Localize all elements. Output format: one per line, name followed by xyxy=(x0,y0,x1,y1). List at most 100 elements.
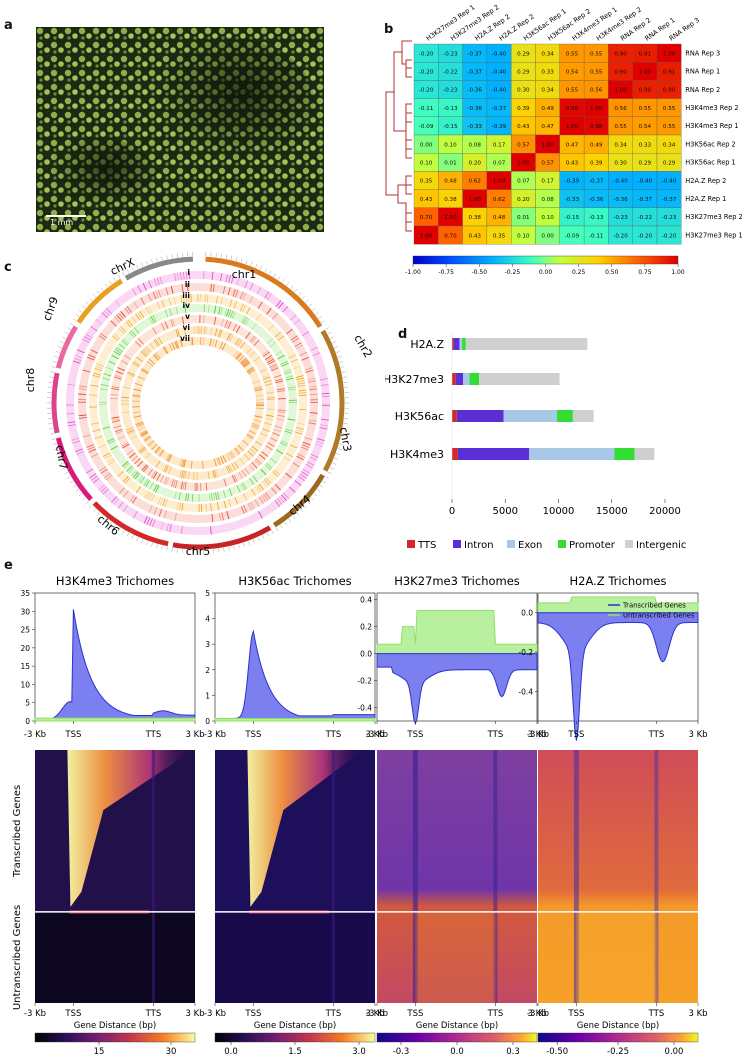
y-tick-label: 5 xyxy=(25,699,30,708)
colorbar-tick: 0.75 xyxy=(638,269,652,276)
correlation-value: -0.11 xyxy=(589,233,604,239)
stacked-bar-segment xyxy=(462,338,466,350)
category-label: H3K56ac xyxy=(395,410,444,423)
colorbar-tick: -0.25 xyxy=(505,269,521,276)
category-label: H3K4me3 xyxy=(390,448,444,461)
heatmap-xlabel: Gene Distance (bp) xyxy=(74,1021,156,1031)
y-tick-label: 0.2 xyxy=(360,623,372,632)
correlation-value: 0.08 xyxy=(541,197,554,203)
correlation-value: -0.23 xyxy=(613,215,628,221)
chromosome-label: chr1 xyxy=(232,268,257,281)
profile-title: H3K4me3 Trichomes xyxy=(56,574,174,588)
correlation-value: 0.90 xyxy=(614,51,627,57)
colorbar-tick: 0.0 xyxy=(450,1047,464,1057)
heatmap-x-tick: 3 Kb xyxy=(185,1009,204,1019)
correlation-value: -0.39 xyxy=(565,179,580,185)
correlation-value: -0.20 xyxy=(613,233,628,239)
correlation-value: -0.20 xyxy=(419,51,434,57)
heatmap-x-tick: TSS xyxy=(244,1009,261,1019)
correlation-value: 0.17 xyxy=(493,142,506,148)
chromosome-label: chr2 xyxy=(351,332,375,360)
y-tick-label: 0 xyxy=(25,717,30,726)
legend-label: Untranscribed Genes xyxy=(623,612,695,620)
heatmap xyxy=(538,750,698,1003)
correlation-value: 0.43 xyxy=(566,161,579,167)
untranscribed-profile xyxy=(214,717,376,722)
correlation-value: 0.55 xyxy=(566,88,579,94)
correlation-value: -0.36 xyxy=(468,106,483,112)
correlation-value: 0.29 xyxy=(517,70,530,76)
correlation-value: -0.33 xyxy=(565,197,580,203)
correlation-value: -0.11 xyxy=(419,106,434,112)
legend-label: TTS xyxy=(417,540,436,551)
correlation-value: 1.00 xyxy=(566,124,579,130)
correlation-value: 0.70 xyxy=(420,215,433,221)
heatmap-untranscribed xyxy=(215,911,375,1003)
chromosome-label: chr3 xyxy=(337,426,354,452)
correlation-value: -0.40 xyxy=(492,70,507,76)
dendrogram xyxy=(385,40,412,232)
correlation-value: -0.23 xyxy=(443,88,458,94)
correlation-value: 0.55 xyxy=(663,124,676,130)
stacked-bar-segment xyxy=(465,338,588,350)
track-label: iii xyxy=(182,291,190,300)
heatmap-x-tick: TTS xyxy=(648,1009,665,1019)
x-tick-label: TSS xyxy=(567,730,584,740)
correlation-value: 0.49 xyxy=(590,142,603,148)
correlation-value: 0.39 xyxy=(590,161,603,167)
correlation-value: 0.43 xyxy=(420,197,433,203)
y-tick-label: 15 xyxy=(20,662,30,671)
correlation-cell xyxy=(656,225,682,245)
heatmap xyxy=(377,750,537,1003)
colorbar-tick: -0.50 xyxy=(546,1047,568,1057)
x-tick-label: -3 Kb xyxy=(366,730,388,740)
heatmap-x-tick: -3 Kb xyxy=(204,1009,226,1019)
heatmap-x-tick: TSS xyxy=(567,1009,584,1019)
correlation-value: -0.22 xyxy=(443,70,457,76)
transcribed-profile xyxy=(376,653,538,726)
correlation-value: 0.33 xyxy=(541,70,554,76)
correlation-value: 0.34 xyxy=(541,88,554,94)
colorbar-tick: 0.00 xyxy=(539,269,553,276)
correlation-value: 1.00 xyxy=(541,142,554,148)
y-tick-label: 0.0 xyxy=(360,650,372,659)
chromosome-label: chr8 xyxy=(24,368,37,393)
x-tick-label: 3 Kb xyxy=(185,730,204,740)
colorbar-tick: 0.50 xyxy=(605,269,619,276)
correlation-row-label: H3K56ac Rep 2 xyxy=(685,140,735,148)
chromosome-label: chr6 xyxy=(95,512,122,538)
category-label: H3K27me3 xyxy=(385,373,444,386)
correlation-value: 0.55 xyxy=(639,106,652,112)
correlation-value: 0.70 xyxy=(444,233,457,239)
correlation-value: -0.36 xyxy=(589,197,604,203)
correlation-row-label: H3K56ac Rep 1 xyxy=(685,159,735,167)
stacked-bar-segment xyxy=(556,410,573,422)
correlation-value: -0.40 xyxy=(492,88,507,94)
legend-label: Transcribed Genes xyxy=(622,602,686,610)
y-tick-label: 20 xyxy=(20,644,30,653)
chromosome-arc xyxy=(172,525,272,550)
track-label: i xyxy=(187,268,190,277)
x-tick-label: 20000 xyxy=(649,506,681,517)
correlation-value: 0.39 xyxy=(517,106,530,112)
legend-label: Intergenic xyxy=(636,540,686,551)
colorbar-tick: 1.5 xyxy=(288,1047,302,1057)
correlation-value: 0.01 xyxy=(517,215,530,221)
stacked-bar-segment xyxy=(529,448,615,460)
chromosome-label: chr7 xyxy=(53,444,70,470)
profile-title: H3K56ac Trichomes xyxy=(238,574,351,588)
correlation-value: 0.10 xyxy=(541,215,554,221)
y-tick-label: 5 xyxy=(205,589,210,598)
correlation-value: -0.09 xyxy=(419,124,434,130)
y-tick-label: 0.4 xyxy=(360,596,372,605)
x-tick-label: TSS xyxy=(406,730,423,740)
heatmap-xlabel: Gene Distance (bp) xyxy=(254,1021,336,1031)
heatmap-xlabel: Gene Distance (bp) xyxy=(577,1021,659,1031)
stacked-bar-segment xyxy=(452,410,457,422)
correlation-value: 0.10 xyxy=(517,233,530,239)
correlation-value: 0.62 xyxy=(493,197,505,203)
profile-title: H2A.Z Trichomes xyxy=(570,574,667,588)
y-tick-label: 2 xyxy=(205,666,210,675)
correlation-value: 0.29 xyxy=(639,161,652,167)
x-tick-label: TSS xyxy=(64,730,81,740)
